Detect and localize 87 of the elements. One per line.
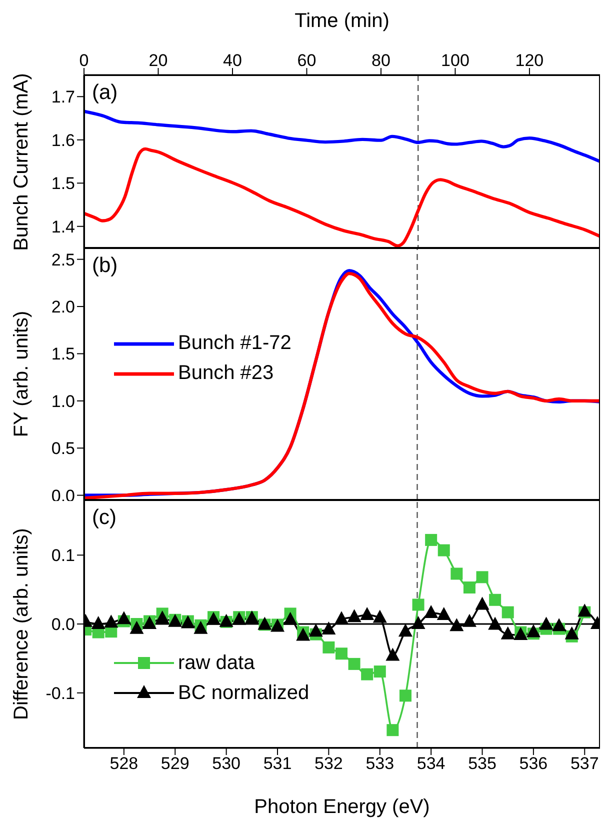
point xyxy=(489,594,502,606)
point xyxy=(526,624,540,638)
y-axis-title: Bunch Current (mA) xyxy=(10,72,34,250)
y-tick-label: 0.0 xyxy=(51,615,75,634)
legend-label: Bunch #23 xyxy=(178,362,274,386)
x-tick-label: 537 xyxy=(570,754,599,774)
point xyxy=(130,620,144,634)
x-tick-label: 529 xyxy=(160,754,190,774)
point xyxy=(283,612,298,625)
point xyxy=(348,658,360,670)
x-tick-label: 20 xyxy=(148,51,168,70)
x-tick-label: 528 xyxy=(110,754,138,774)
point xyxy=(411,616,426,629)
point xyxy=(335,648,348,660)
point xyxy=(322,622,336,635)
point xyxy=(398,624,412,637)
y-tick-label: 1.7 xyxy=(51,88,75,107)
x-tick-label: 60 xyxy=(297,51,316,70)
point xyxy=(194,620,208,634)
point xyxy=(347,609,362,622)
point xyxy=(308,624,323,637)
point xyxy=(564,626,579,640)
y-tick-label: 0.1 xyxy=(51,546,75,566)
y-tick-label: 1.5 xyxy=(51,344,75,364)
point xyxy=(578,604,592,617)
annotation: (c) xyxy=(92,506,116,530)
annotation: (b) xyxy=(92,254,118,278)
x-tick-label: 532 xyxy=(314,754,343,774)
line-series xyxy=(84,147,600,248)
point xyxy=(372,610,387,623)
x-axis-title: Photon Energy (eV) xyxy=(254,796,430,818)
point xyxy=(450,568,463,580)
y-tick-label: -0.1 xyxy=(46,684,75,703)
x-tick-label: 535 xyxy=(468,754,496,774)
point xyxy=(462,614,476,627)
x-tick-label: 100 xyxy=(441,51,470,70)
point xyxy=(476,571,488,584)
point xyxy=(360,607,374,620)
x-tick-label: 80 xyxy=(372,51,390,70)
point xyxy=(412,598,424,611)
point xyxy=(475,596,490,610)
point xyxy=(91,616,106,629)
y-tick-label: 1.5 xyxy=(51,174,75,194)
point xyxy=(425,534,438,546)
x-tick-label: 534 xyxy=(416,754,446,774)
point xyxy=(502,606,514,618)
point xyxy=(463,581,476,594)
point xyxy=(322,641,335,654)
point xyxy=(450,618,464,632)
y-axis-title: Difference (arb. units) xyxy=(10,528,34,720)
x-axis-title: Time (min) xyxy=(294,10,390,32)
x-tick-label: 530 xyxy=(212,754,240,774)
point xyxy=(374,666,386,678)
point xyxy=(500,626,515,640)
point xyxy=(438,544,450,556)
point xyxy=(552,618,566,632)
legend-label: BC normalized xyxy=(178,682,310,704)
y-tick-label: 0.5 xyxy=(51,439,75,458)
point xyxy=(361,668,374,680)
x-tick-label: 533 xyxy=(366,754,394,774)
point xyxy=(424,604,438,618)
x-tick-label: 40 xyxy=(223,51,242,70)
annotation: (a) xyxy=(92,81,118,105)
x-tick-label: 0 xyxy=(79,51,89,70)
legend-label: Bunch #1-72 xyxy=(178,332,292,356)
x-tick-label: 536 xyxy=(519,754,548,774)
y-tick-label: 1.6 xyxy=(51,130,75,150)
legend-label: raw data xyxy=(178,652,255,674)
point xyxy=(386,648,400,661)
point xyxy=(104,614,118,628)
point xyxy=(155,610,170,624)
point xyxy=(399,690,412,702)
x-tick-label: 531 xyxy=(263,754,292,774)
y-axis-title: FY (arb. units) xyxy=(10,310,34,438)
point xyxy=(296,628,310,641)
point xyxy=(386,724,399,736)
point xyxy=(334,611,348,624)
x-tick-label: 120 xyxy=(515,51,544,70)
point xyxy=(436,607,451,620)
y-tick-label: 2.0 xyxy=(51,298,75,317)
point xyxy=(539,616,554,630)
y-tick-label: 1.4 xyxy=(51,217,75,236)
point xyxy=(116,611,131,624)
line-series xyxy=(84,110,600,164)
y-tick-label: 2.5 xyxy=(51,250,75,270)
point xyxy=(488,616,502,630)
y-tick-label: 1.0 xyxy=(51,392,75,411)
